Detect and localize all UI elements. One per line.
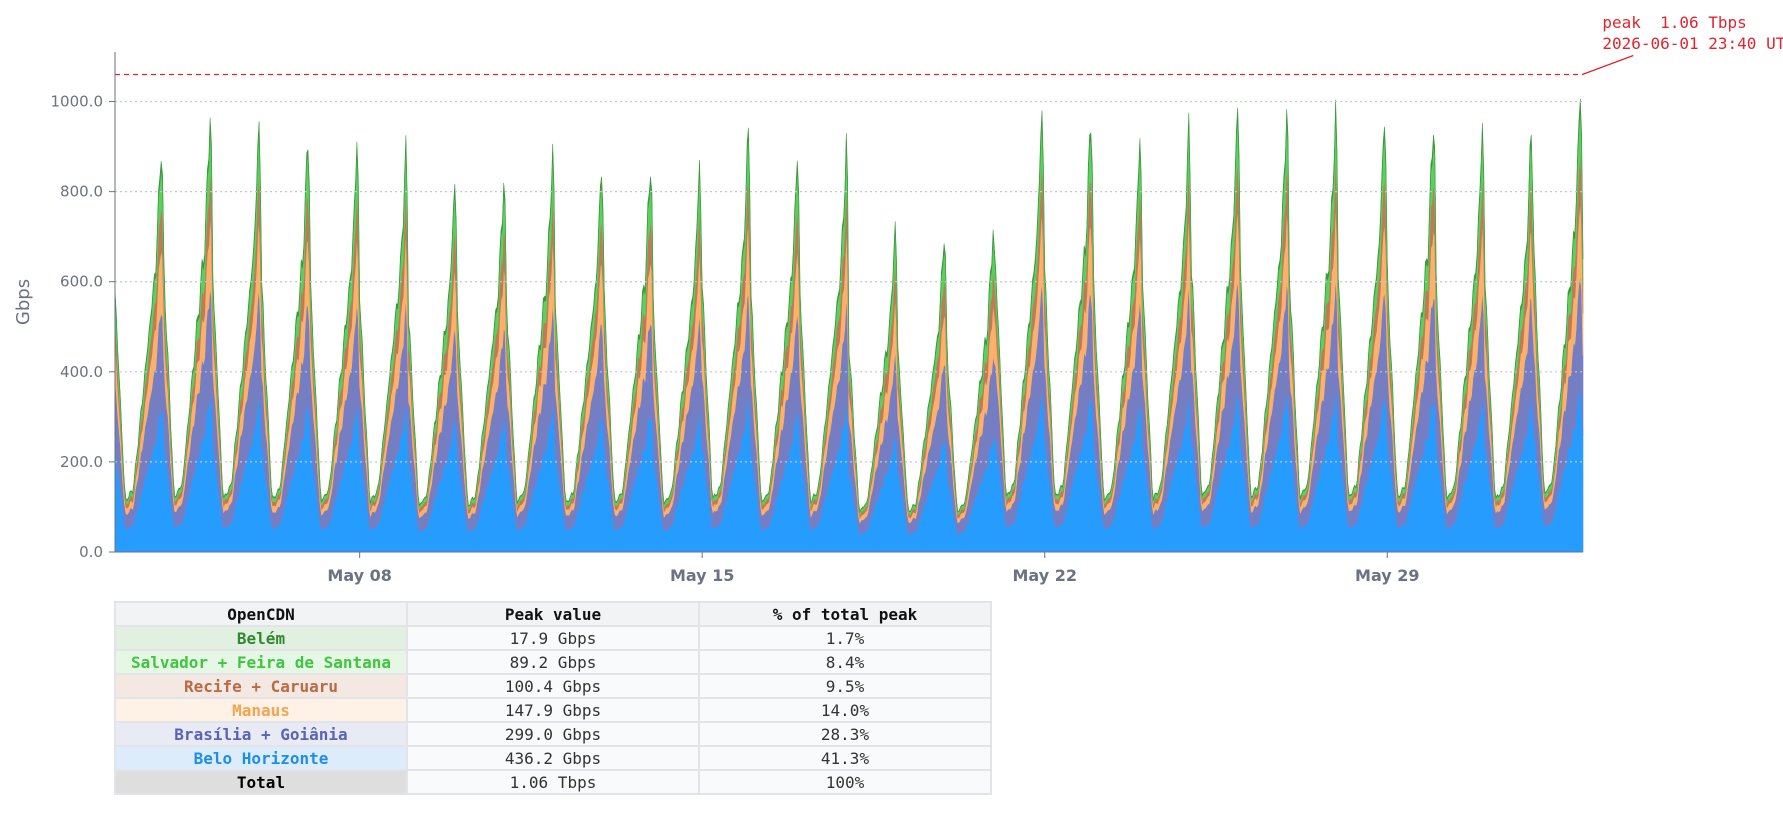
table-row: Salvador + Feira de Santana 89.2 Gbps 8.… [114,649,992,675]
row-name: Manaus [114,697,408,723]
row-pct: 8.4% [698,649,992,675]
header-opencdn: OpenCDN [114,601,408,627]
table-total-row: Total 1.06 Tbps 100% [114,769,992,795]
y-tick-label: 400.0 [60,363,103,381]
total-name: Total [114,769,408,795]
header-peak-value: Peak value [406,601,700,627]
y-tick-label: 1000.0 [51,93,104,111]
series-area-bel-m [114,98,1584,514]
y-tick-label: 800.0 [60,183,103,201]
row-name: Recife + Caruaru [114,673,408,699]
peak-table: OpenCDN Peak value % of total peak Belém… [114,601,992,795]
peak-timestamp: 2026-06-01 23:40 UTC [1602,34,1783,53]
table-row: Manaus 147.9 Gbps 14.0% [114,697,992,723]
row-pct: 28.3% [698,721,992,747]
total-pct: 100% [698,769,992,795]
x-tick-label: May 22 [1012,566,1077,585]
stacked-area-chart: 0.0 200.0 400.0 600.0 800.0 1000.0 May 08 May 1… [13,13,1783,585]
y-tick-label: 0.0 [79,543,103,561]
row-peak: 17.9 Gbps [406,625,700,651]
row-peak: 89.2 Gbps [406,649,700,675]
row-pct: 1.7% [698,625,992,651]
row-peak: 436.2 Gbps [406,745,700,771]
header-pct-total: % of total peak [698,601,992,627]
y-axis-label: Gbps [13,279,34,325]
row-name: Belém [114,625,408,651]
y-tick-label: 200.0 [60,453,103,471]
table-row: Brasília + Goiânia 299.0 Gbps 28.3% [114,721,992,747]
y-tick-label: 600.0 [60,273,103,291]
x-tick-label: May 15 [670,566,735,585]
row-peak: 100.4 Gbps [406,673,700,699]
row-peak: 299.0 Gbps [406,721,700,747]
table-row: Belém 17.9 Gbps 1.7% [114,625,992,651]
row-name: Brasília + Goiânia [114,721,408,747]
peak-pointer [1582,54,1634,76]
series-areas [114,98,1584,553]
row-pct: 14.0% [698,697,992,723]
table-row: Belo Horizonte 436.2 Gbps 41.3% [114,745,992,771]
table-row: Recife + Caruaru 100.4 Gbps 9.5% [114,673,992,699]
axes: 0.0 200.0 400.0 600.0 800.0 1000.0 May 08 May 1… [51,52,1583,585]
total-peak: 1.06 Tbps [406,769,700,795]
row-pct: 9.5% [698,673,992,699]
peak-label: peak 1.06 Tbps [1602,13,1747,32]
row-peak: 147.9 Gbps [406,697,700,723]
row-pct: 41.3% [698,745,992,771]
x-tick-label: May 08 [327,566,392,585]
row-name: Belo Horizonte [114,745,408,771]
peak-annotation: peak 1.06 Tbps 2026-06-01 23:40 UTC [115,13,1783,76]
x-tick-label: May 29 [1355,566,1420,585]
row-name: Salvador + Feira de Santana [114,649,408,675]
table-header-row: OpenCDN Peak value % of total peak [114,601,992,627]
